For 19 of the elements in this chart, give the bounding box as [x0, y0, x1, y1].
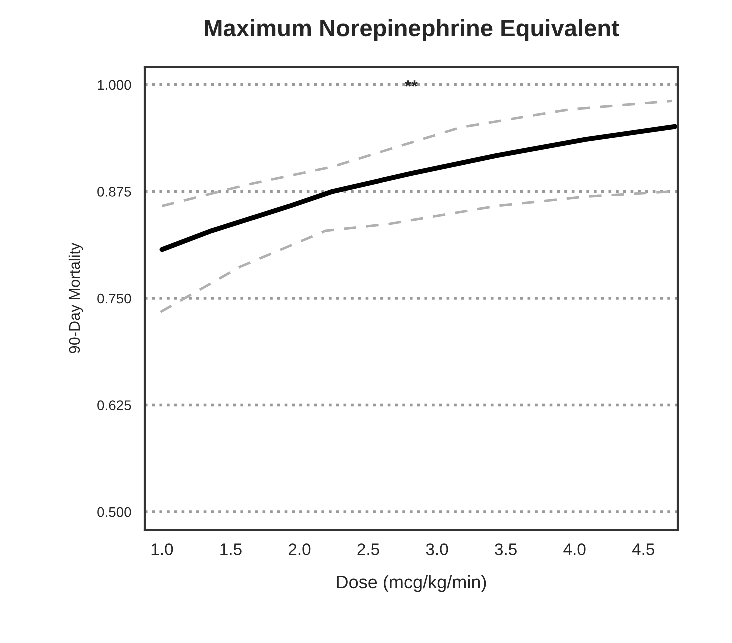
y-axis-title: 90-Day Mortality: [68, 242, 84, 354]
x-tick-label: 2.0: [288, 544, 311, 556]
x-tick-label: 2.5: [358, 544, 380, 556]
x-tick-label: 3.0: [426, 544, 448, 556]
x-tick-label: 1.5: [220, 544, 242, 556]
line-series: [160, 100, 674, 208]
chart-title: Maximum Norepinephrine Equivalent: [205, 19, 620, 42]
line-series: [160, 124, 678, 252]
y-tick-label: 1.000: [98, 80, 132, 90]
x-axis-title: Dose (mcg/kg/min): [337, 575, 486, 592]
annotation: **: [405, 80, 418, 87]
y-tick-label: 0.875: [98, 187, 132, 197]
x-tick-label: 4.0: [564, 544, 586, 556]
y-tick-label: 0.625: [98, 400, 132, 410]
x-tick-label: 1.0: [152, 544, 174, 556]
y-tick-label: 0.500: [98, 507, 132, 518]
x-tick-label: 4.5: [632, 544, 654, 556]
x-tick-label: 3.5: [495, 544, 517, 556]
y-tick-label: 0.750: [98, 294, 132, 304]
